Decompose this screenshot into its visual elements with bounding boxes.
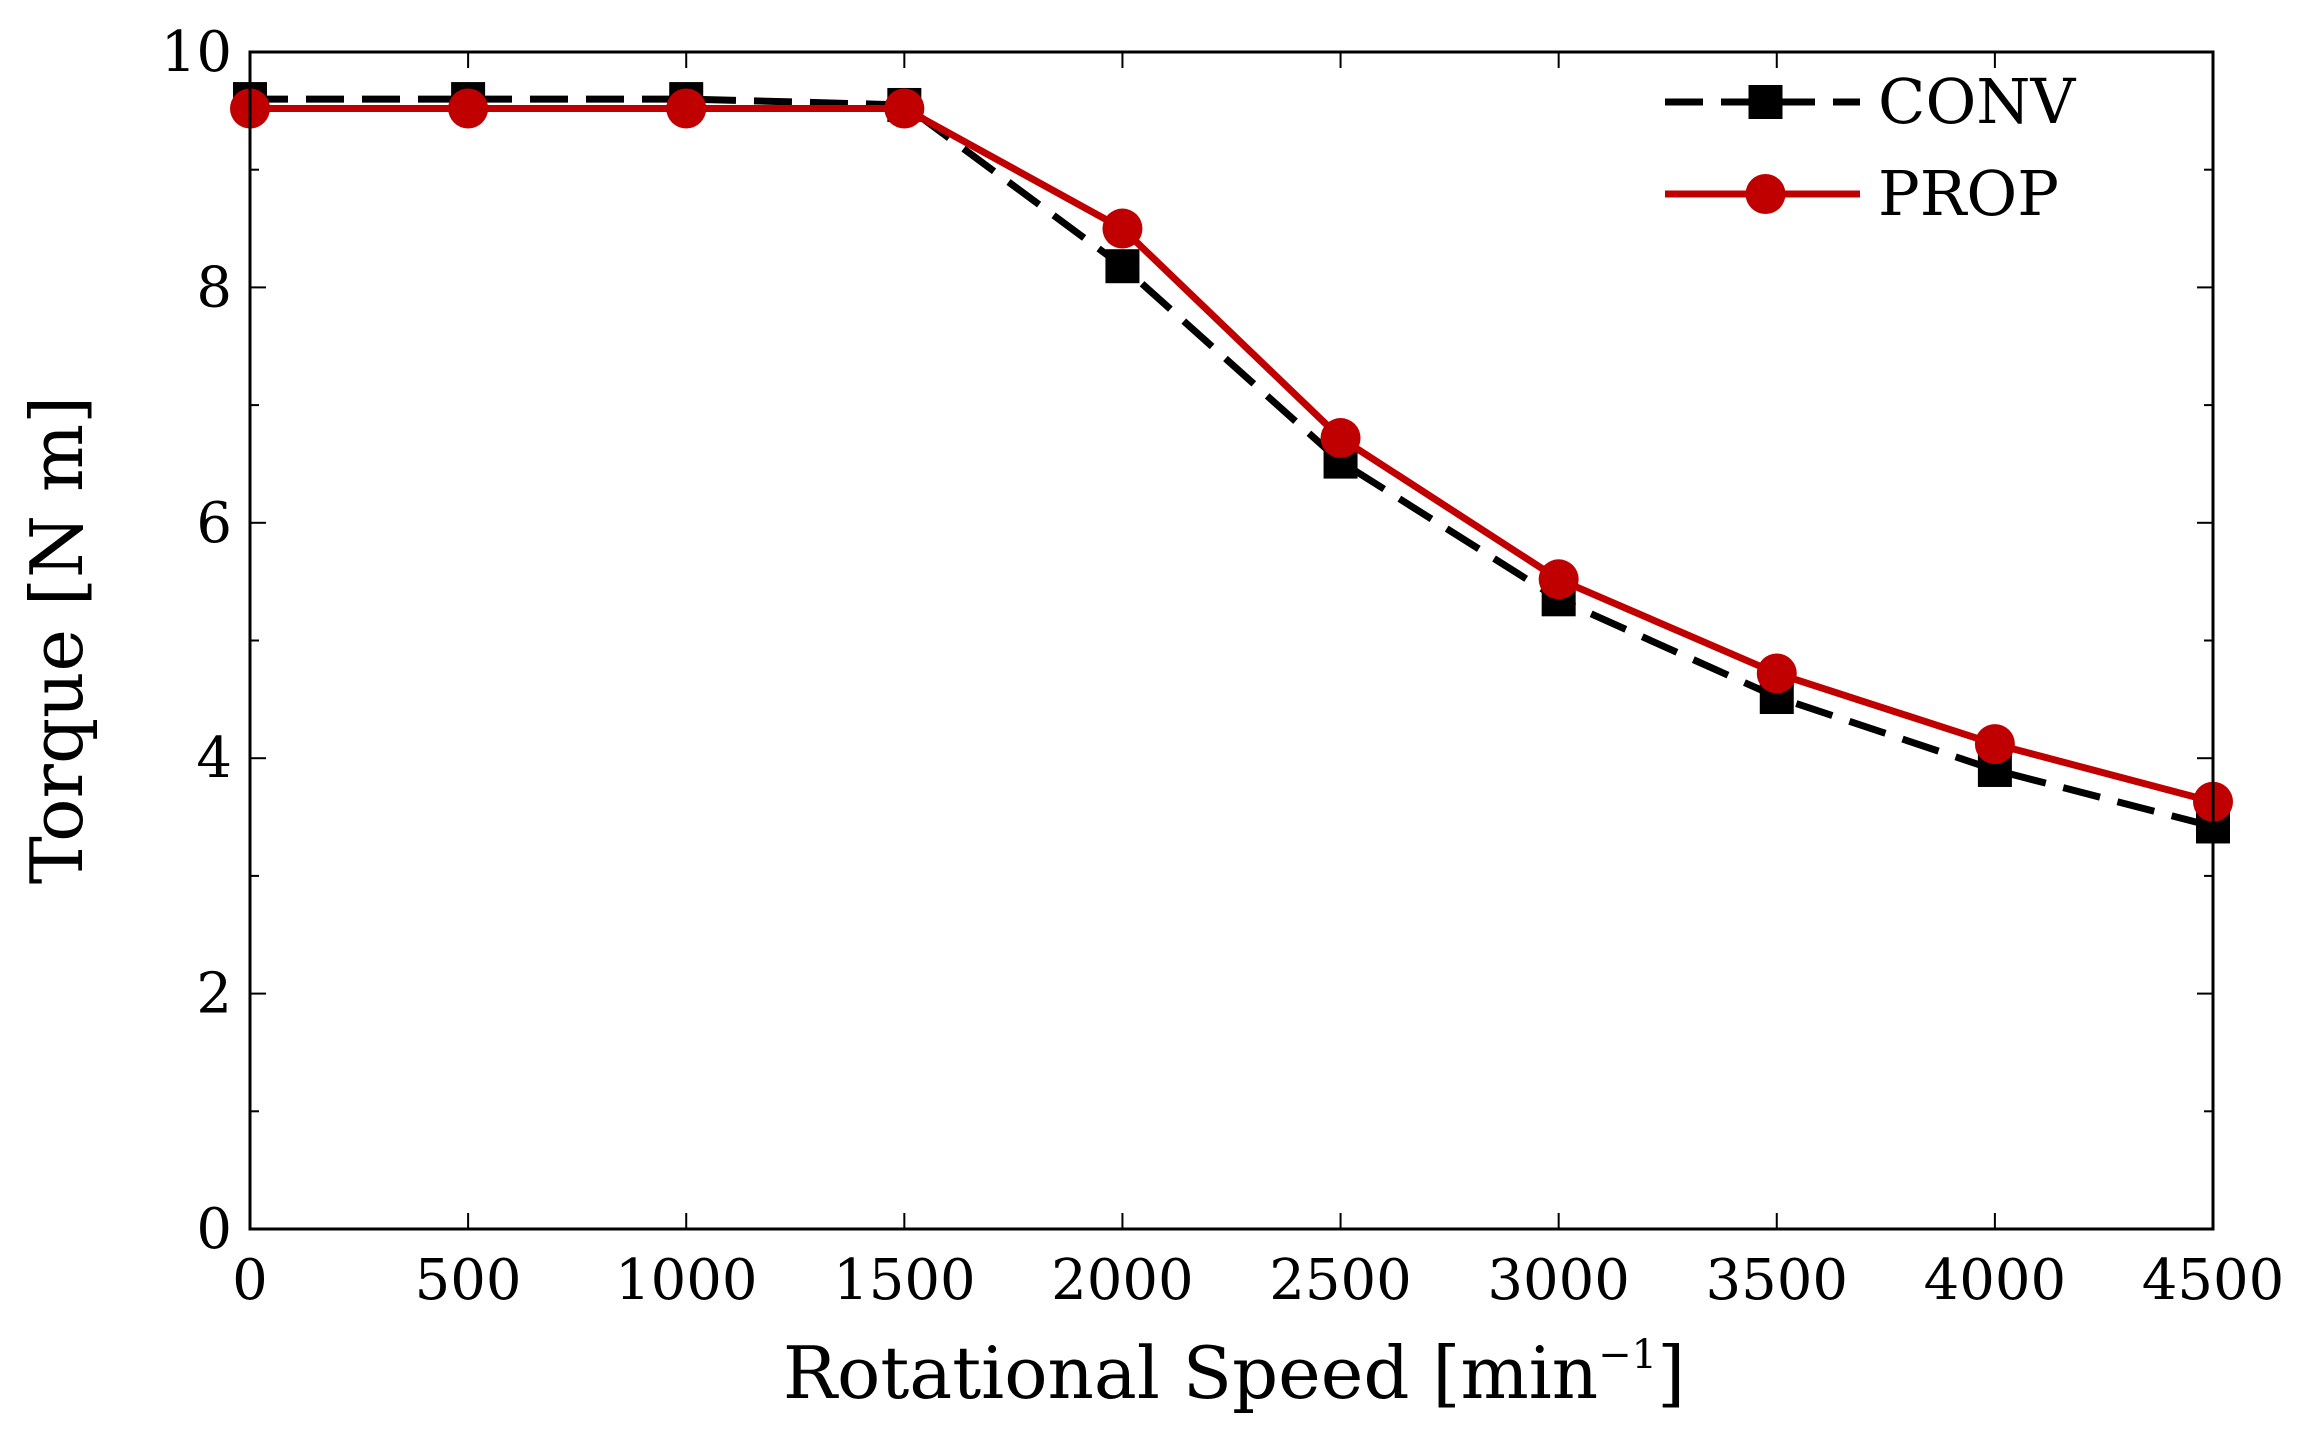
frame-layer: 0 500 1000 1500 2000 2500 3000 3500 4000 4500 0 2 4 6… <box>161 20 2285 1313</box>
data-point-prop <box>1102 208 1143 249</box>
series-line-prop <box>250 104 2214 806</box>
data-point-prop <box>884 88 925 129</box>
y-tick-label: 8 <box>196 255 232 320</box>
x-tick-label: 3000 <box>1487 1248 1630 1313</box>
y-tick-label: 6 <box>196 491 232 556</box>
x-axis-label-superscript: −1 <box>1598 1332 1657 1378</box>
x-tick-label: 1500 <box>833 1248 976 1313</box>
data-point-prop <box>1538 559 1579 600</box>
legend-marker-conv <box>1748 85 1783 119</box>
data-point-prop <box>1756 653 1797 694</box>
data-point-conv <box>1105 249 1140 284</box>
x-axis-label-close: ] <box>1657 1331 1685 1415</box>
y-tick-label: 2 <box>196 962 232 1027</box>
y-tick-label: 10 <box>161 20 232 85</box>
plot-frame <box>248 50 2215 1231</box>
legend-label-conv: CONV <box>1878 65 2077 138</box>
series-layer <box>230 82 2233 844</box>
x-axis-label-main: Rotational Speed [min <box>783 1331 1598 1415</box>
x-tick-label: 500 <box>415 1248 522 1313</box>
legend-label-prop: PROP <box>1878 157 2059 230</box>
x-tick-label: 3500 <box>1706 1248 1849 1313</box>
data-point-prop <box>448 88 489 129</box>
data-point-prop <box>1974 724 2015 765</box>
x-axis-label: Rotational Speed [min−1] <box>783 1331 1685 1415</box>
x-tick-label: 4000 <box>1924 1248 2067 1313</box>
data-point-prop <box>666 88 707 129</box>
y-axis-label: Torque [N m] <box>15 396 99 885</box>
legend: CONV PROP <box>1665 65 2077 230</box>
x-tick-label: 2000 <box>1051 1248 1194 1313</box>
x-tick-label: 4500 <box>2142 1248 2285 1313</box>
legend-marker-prop <box>1745 174 1786 214</box>
series-line-conv <box>250 95 2214 830</box>
x-tick-label: 1000 <box>615 1248 758 1313</box>
x-tick-label: 2500 <box>1269 1248 1412 1313</box>
x-tick-label: 0 <box>232 1248 268 1313</box>
y-tick-label: 4 <box>196 726 232 791</box>
y-tick-label: 0 <box>196 1197 232 1262</box>
data-point-prop <box>1320 418 1361 459</box>
